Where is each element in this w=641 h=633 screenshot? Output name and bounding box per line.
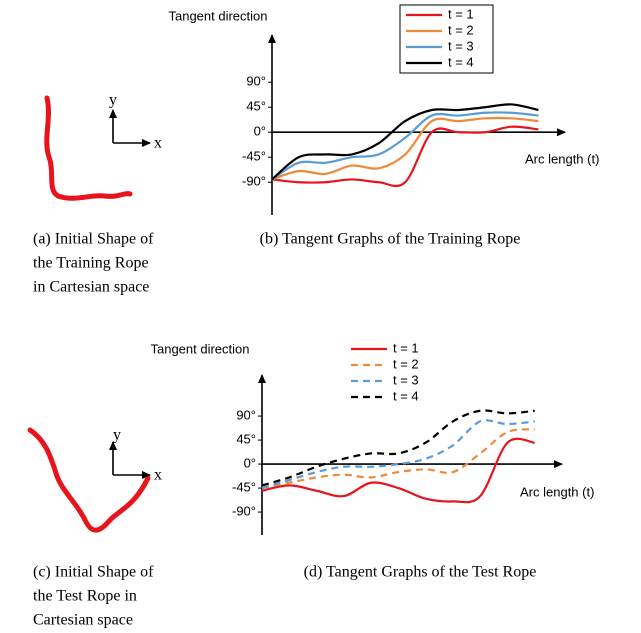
legend-label: t = 1 bbox=[448, 6, 474, 21]
legend-label: t = 2 bbox=[393, 356, 419, 371]
x-axis-label: Arc length (t) bbox=[520, 484, 594, 499]
legend-label: t = 1 bbox=[393, 340, 419, 355]
y-tick-label: -45° bbox=[242, 149, 266, 164]
series-line bbox=[271, 116, 539, 181]
y-tick-label: -90° bbox=[242, 174, 266, 189]
caption: (a) Initial Shape of bbox=[33, 231, 154, 248]
y-tick-label: -90° bbox=[232, 504, 256, 519]
y-tick-label: 0° bbox=[254, 124, 266, 139]
legend-label: t = 4 bbox=[448, 54, 474, 69]
inset-x-label: x bbox=[154, 135, 162, 152]
series-line bbox=[261, 428, 535, 490]
series-line bbox=[271, 125, 539, 188]
caption: Cartesian space bbox=[33, 612, 133, 629]
series-line bbox=[271, 111, 539, 181]
x-axis-label: Arc length (t) bbox=[525, 151, 599, 166]
y-tick-label: 45° bbox=[246, 99, 266, 114]
series-line bbox=[261, 437, 535, 504]
y-tick-label: 90° bbox=[246, 74, 266, 89]
series-line bbox=[261, 409, 535, 487]
caption: (b) Tangent Graphs of the Training Rope bbox=[260, 231, 521, 248]
caption: (c) Initial Shape of bbox=[33, 564, 154, 581]
caption: the Training Rope bbox=[33, 255, 149, 272]
y-axis-label: Tangent direction bbox=[168, 8, 267, 23]
caption: the Test Rope in bbox=[33, 588, 137, 605]
inset-y-label: y bbox=[109, 92, 117, 109]
legend-label: t = 3 bbox=[393, 372, 419, 387]
rope-c bbox=[27, 427, 151, 533]
y-tick-label: 45° bbox=[236, 432, 256, 447]
series-line bbox=[271, 103, 539, 181]
legend-label: t = 4 bbox=[393, 388, 419, 403]
caption: in Cartesian space bbox=[33, 279, 149, 296]
inset-y-label: y bbox=[113, 427, 121, 444]
inset-x-label: x bbox=[154, 467, 162, 484]
series-line bbox=[261, 419, 535, 490]
y-tick-label: 0° bbox=[244, 456, 256, 471]
y-axis-label: Tangent direction bbox=[150, 341, 249, 356]
y-tick-label: -45° bbox=[232, 480, 256, 495]
y-tick-label: 90° bbox=[236, 408, 256, 423]
legend-box bbox=[399, 4, 494, 74]
legend-label: t = 3 bbox=[448, 38, 474, 53]
inset-axes: y x y x bbox=[109, 92, 162, 484]
rope-a bbox=[44, 95, 133, 201]
caption: (d) Tangent Graphs of the Test Rope bbox=[304, 564, 537, 581]
legend-label: t = 2 bbox=[448, 22, 474, 37]
